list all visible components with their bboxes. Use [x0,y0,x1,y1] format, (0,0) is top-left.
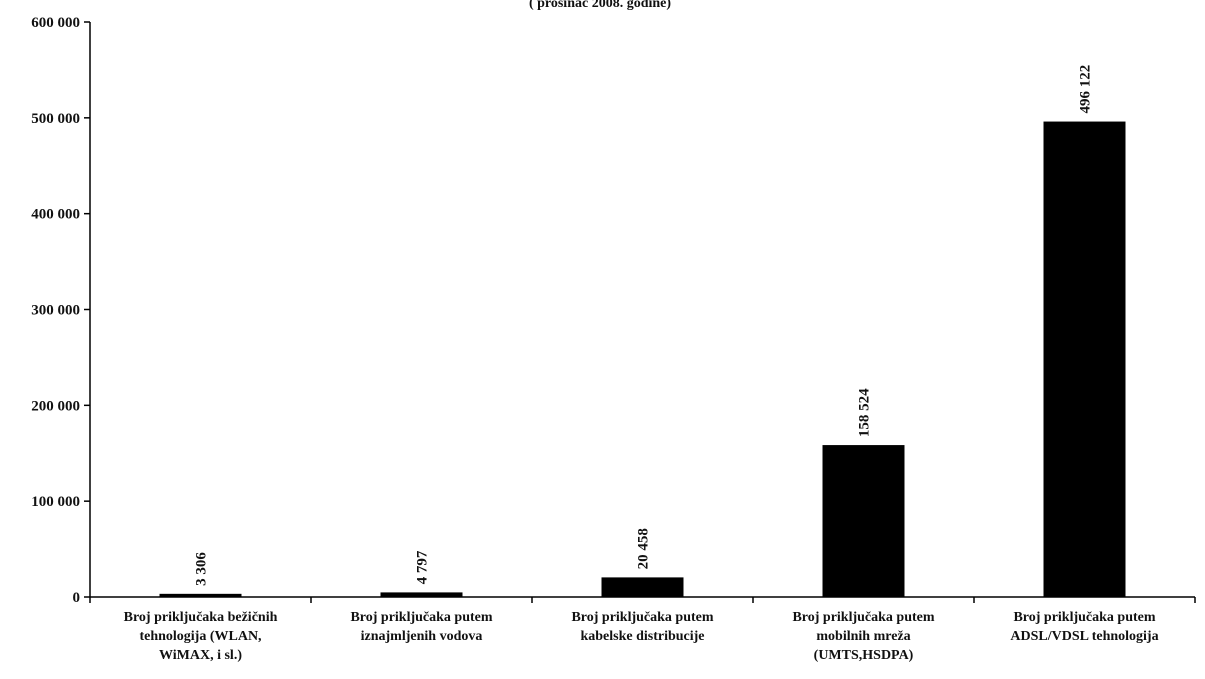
bar [159,593,242,597]
bar [1043,121,1126,598]
category-label: Broj priključaka putem mobilnih mreža (UMT… [792,610,934,663]
category-label-line: Broj priključaka putem [1013,610,1155,625]
category-label-line: ADSL/VDSL tehnologija [1010,629,1158,644]
category-label-line: Broj priključaka putem [792,610,934,625]
y-tick-label: 200 000 [31,398,80,414]
category-label: Broj priključaka putem iznajmljenih vodov… [350,610,492,644]
y-tick-label: 0 [73,590,81,606]
bar [380,592,463,597]
bar [601,577,684,597]
data-label: 3 306 [194,552,210,586]
category-labels: Broj priključaka bežičnih tehnologija (WL… [124,610,1159,663]
category-label-line: kabelske distribucije [580,629,704,644]
bars [159,121,1126,598]
chart-title: ( prosinac 2008. godine) [529,0,671,11]
data-label: 20 458 [636,528,652,569]
x-axis [89,596,1196,603]
category-label-line: tehnologija (WLAN, [139,629,261,644]
category-label-line: Broj priključaka putem [350,610,492,625]
category-label: Broj priključaka putem kabelske distribuc… [571,610,713,644]
y-tick-label: 100 000 [31,494,80,510]
bar [822,445,905,597]
data-label: 158 524 [857,388,873,437]
category-label: Broj priključaka putem ADSL/VDSL tehnolog… [1010,610,1158,644]
category-label-line: (UMTS,HSDPA) [814,648,914,663]
category-label: Broj priključaka bežičnih tehnologija (WL… [124,610,278,663]
y-tick-label: 300 000 [31,303,80,319]
data-label: 496 122 [1078,65,1094,114]
category-label-line: iznajmljenih vodova [361,629,483,644]
data-labels: 3 306 4 797 20 458 158 524 496 122 [194,65,1094,586]
category-label-line: Broj priključaka putem [571,610,713,625]
category-label-line: mobilnih mreža [816,629,910,644]
y-tick-label: 600 000 [31,15,80,31]
y-tick-label: 500 000 [31,111,80,127]
category-label-line: WiMAX, i sl.) [159,648,242,663]
data-label: 4 797 [415,550,431,584]
y-tick-label: 400 000 [31,207,80,223]
category-label-line: Broj priključaka bežičnih [124,610,278,625]
y-axis: 0 100 000 200 000 300 000 400 000 500 000 600 … [31,15,91,606]
